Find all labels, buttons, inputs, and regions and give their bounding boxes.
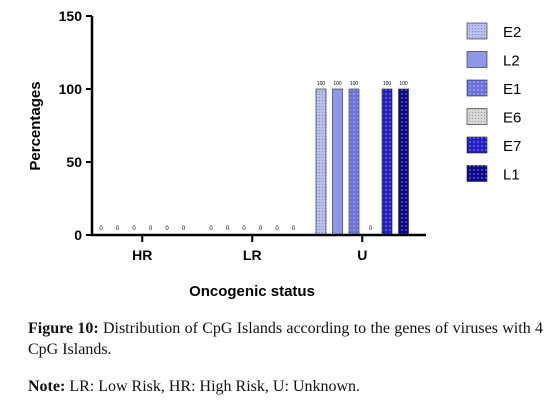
data-label: 0 bbox=[209, 226, 213, 232]
y-tick-label: 0 bbox=[74, 227, 82, 243]
data-label: 0 bbox=[182, 226, 186, 232]
legend-label: E6 bbox=[503, 110, 521, 127]
bar-pattern bbox=[316, 89, 326, 235]
y-tick-label: 50 bbox=[66, 154, 82, 170]
legend-label: L1 bbox=[503, 167, 520, 184]
data-label: 100 bbox=[350, 81, 359, 87]
data-label: 0 bbox=[165, 226, 169, 232]
data-label: 0 bbox=[275, 226, 279, 232]
data-label: 0 bbox=[369, 226, 373, 232]
legend-swatch-pattern bbox=[467, 137, 487, 153]
x-tick-label: U bbox=[357, 247, 367, 263]
legend-swatch-pattern bbox=[467, 23, 487, 39]
legend-label: E7 bbox=[503, 138, 521, 155]
figure-note: Note: LR: Low Risk, HR: High Risk, U: Un… bbox=[28, 376, 543, 397]
legend-swatch bbox=[466, 51, 488, 68]
figure-text: Distribution of CpG Islands according to… bbox=[28, 320, 543, 358]
figure-caption: Figure 10: Distribution of CpG Islands a… bbox=[28, 318, 543, 360]
data-label: 0 bbox=[132, 226, 136, 232]
x-tick-label: HR bbox=[132, 247, 152, 263]
bar-chart: 0 0 0 0 0 0 0 0 0 0 0 0 100 100 100 0 100 100 0 50 100 150 H… bbox=[27, 8, 521, 300]
y-axis-label: Percentages bbox=[27, 81, 44, 170]
legend-swatch-pattern bbox=[467, 80, 487, 96]
bar-pattern bbox=[398, 89, 409, 235]
data-label: 100 bbox=[317, 81, 326, 87]
data-label: 0 bbox=[226, 226, 230, 232]
plot-area: 0 0 0 0 0 0 0 0 0 0 0 0 100 100 100 0 100 100 bbox=[99, 81, 409, 236]
legend-label: E1 bbox=[503, 81, 521, 98]
data-label: 0 bbox=[149, 226, 153, 232]
bar-pattern bbox=[349, 89, 359, 235]
legend-label: E2 bbox=[503, 24, 521, 41]
data-label: 100 bbox=[383, 81, 392, 87]
legend-swatch-pattern bbox=[467, 108, 487, 125]
x-tick-label: LR bbox=[243, 247, 262, 263]
data-label: 0 bbox=[242, 226, 246, 232]
data-label: 100 bbox=[333, 81, 342, 87]
note-text: LR: Low Risk, HR: High Risk, U: Unknown. bbox=[65, 378, 360, 395]
data-label: 0 bbox=[99, 226, 103, 232]
legend: E2 L2 E1 E6 E7 L1 bbox=[466, 22, 521, 184]
y-tick-label: 150 bbox=[59, 8, 83, 24]
bar bbox=[332, 88, 343, 236]
data-label: 100 bbox=[399, 81, 408, 87]
y-tick-label: 100 bbox=[59, 81, 83, 97]
x-axis: HR LR U bbox=[91, 233, 426, 263]
bar-pattern bbox=[382, 89, 392, 235]
data-label: 0 bbox=[292, 226, 296, 232]
data-label: 0 bbox=[116, 226, 120, 232]
note-label: Note: bbox=[28, 378, 66, 395]
x-axis-label: Oncogenic status bbox=[189, 283, 315, 300]
figure-label: Figure 10: bbox=[28, 320, 99, 337]
y-axis: 0 50 100 150 bbox=[59, 8, 94, 243]
legend-swatch-pattern bbox=[467, 165, 487, 182]
data-label: 0 bbox=[259, 226, 263, 232]
legend-label: L2 bbox=[503, 53, 520, 70]
